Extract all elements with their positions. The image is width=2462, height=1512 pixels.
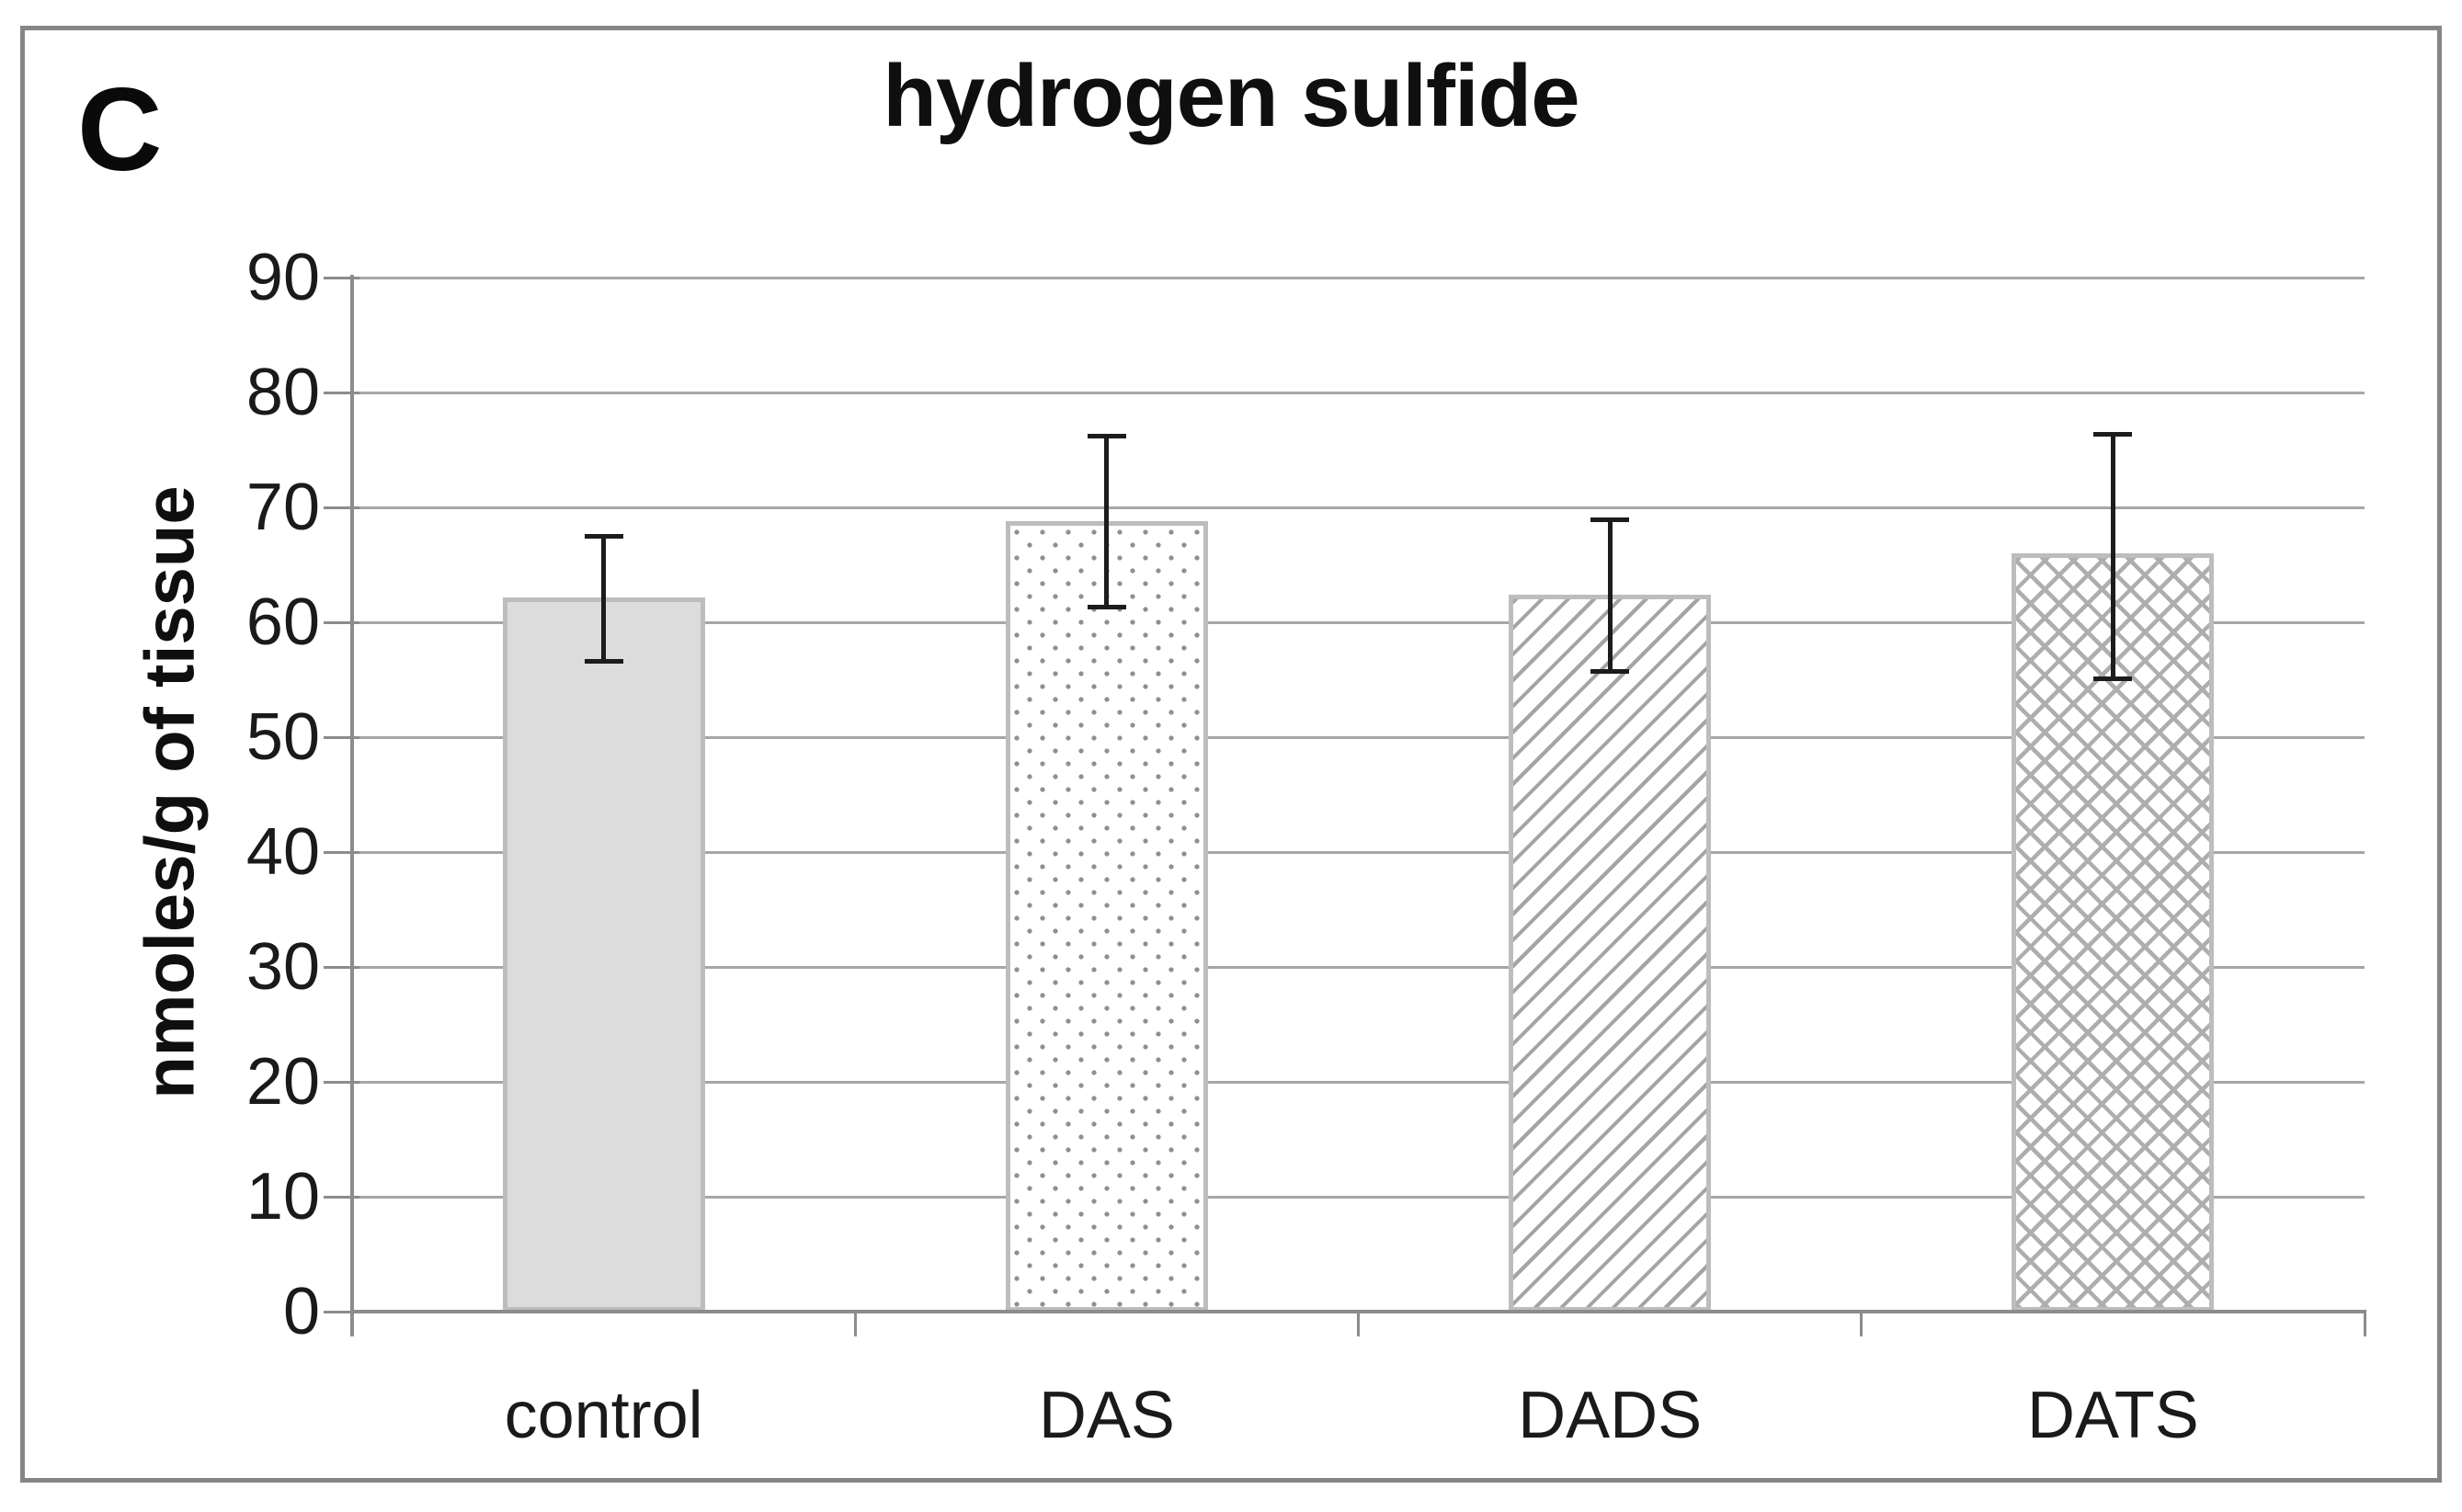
error-bar-line <box>1104 436 1110 608</box>
gridline <box>352 1080 2365 1084</box>
x-tick-mark <box>1357 1312 1360 1336</box>
chart-title: hydrogen sulfide <box>883 47 1579 145</box>
gridline <box>352 1195 2365 1199</box>
y-tick-label: 90 <box>245 241 320 314</box>
gridline <box>352 965 2365 969</box>
gridline <box>352 391 2365 394</box>
y-tick-mark <box>324 850 359 854</box>
gridline <box>352 506 2365 509</box>
y-tick-label: 30 <box>245 930 320 1004</box>
y-tick-label: 20 <box>245 1045 320 1119</box>
y-tick-label: 80 <box>245 356 320 429</box>
y-tick-mark <box>324 965 359 969</box>
y-tick-mark <box>324 391 359 394</box>
y-tick-mark <box>324 735 359 739</box>
y-axis-line <box>350 275 354 1336</box>
error-bar-cap-bottom <box>1590 669 1630 675</box>
error-bar-cap-top <box>1590 517 1630 523</box>
x-tick-mark <box>853 1312 857 1336</box>
y-tick-mark <box>324 1310 359 1313</box>
x-category-label: control <box>504 1379 703 1452</box>
error-bar-cap-bottom <box>584 659 623 664</box>
panel-label: C <box>77 64 163 196</box>
error-bar-cap-top <box>1087 434 1126 438</box>
gridline <box>352 620 2365 624</box>
y-tick-label: 60 <box>245 585 320 659</box>
y-tick-label: 10 <box>245 1160 320 1233</box>
error-bar-cap-top <box>2093 431 2133 437</box>
y-tick-mark <box>324 276 359 279</box>
y-tick-mark <box>324 506 359 509</box>
error-bar-line <box>1607 519 1613 672</box>
bar-control <box>502 597 705 1312</box>
gridline <box>352 276 2365 279</box>
x-tick-mark <box>1860 1312 1864 1336</box>
y-tick-label: 70 <box>245 471 320 544</box>
y-tick-mark <box>324 620 359 624</box>
error-bar-cap-top <box>584 533 623 539</box>
gridline <box>352 735 2365 739</box>
x-category-label: DAS <box>1038 1379 1175 1452</box>
x-category-label: DADS <box>1518 1379 1703 1452</box>
y-tick-mark <box>324 1195 359 1199</box>
error-bar-cap-bottom <box>2093 676 2133 681</box>
error-bar-line <box>2110 434 2115 679</box>
y-tick-label: 50 <box>245 700 320 774</box>
figure-border <box>20 26 2442 1483</box>
error-bar-cap-bottom <box>1087 605 1126 610</box>
error-bar-line <box>601 536 607 662</box>
x-tick-mark <box>2363 1312 2366 1336</box>
bar-dats <box>2012 553 2215 1312</box>
y-tick-label: 40 <box>245 815 320 889</box>
y-tick-mark <box>324 1080 359 1084</box>
bar-dads <box>1509 595 1712 1312</box>
x-tick-mark <box>350 1312 354 1336</box>
y-tick-label: 0 <box>282 1275 320 1348</box>
gridline <box>352 850 2365 854</box>
bar-das <box>1005 521 1208 1312</box>
x-category-label: DATS <box>2027 1379 2199 1452</box>
